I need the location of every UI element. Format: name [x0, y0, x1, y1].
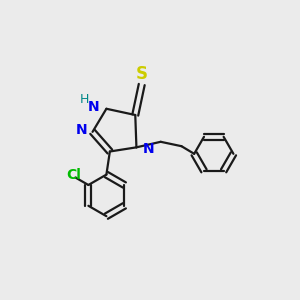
- Text: Cl: Cl: [66, 168, 81, 182]
- Text: N: N: [76, 123, 87, 136]
- Text: N: N: [142, 142, 154, 156]
- Text: S: S: [136, 65, 148, 83]
- Text: H: H: [80, 93, 89, 106]
- Text: N: N: [88, 100, 100, 114]
